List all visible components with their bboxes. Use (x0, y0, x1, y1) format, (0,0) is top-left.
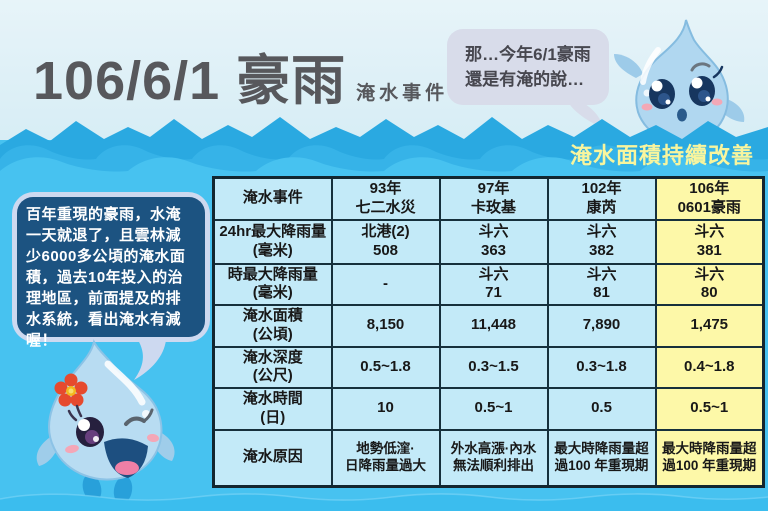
col-header-93: 93年 七二水災 (330, 176, 441, 221)
sad-water-drop-mascot (614, 19, 745, 158)
sad-mascot-cheek (641, 103, 653, 111)
bottom-wave (0, 493, 768, 511)
flood-comparison-table: 淹水事件 93年 七二水災 97年 卡玫基 102年 康芮 106年 0601豪… (212, 176, 765, 488)
row-label-flood-depth: 淹水深度 (公尺) (212, 345, 333, 389)
sad-mascot-eyes (649, 62, 724, 109)
narration-bubble-tail-icon (134, 340, 166, 380)
table-cell: 外水高漲·內水 無法順利排出 (438, 428, 549, 488)
speech-bubble-text: 那…今年6/1豪雨 還是有淹的說… (465, 44, 591, 90)
table-cell: 最大時降雨量超 過100 年重現期 (654, 428, 765, 488)
col-header-106: 106年 0601豪雨 (654, 176, 765, 221)
narration-text: 百年重現的豪雨，水淹一天就退了，且雲林減少6000多公頃的淹水面積，過去10年投… (26, 206, 186, 349)
table-cell: 0.4~1.8 (654, 345, 765, 389)
row-label-flood-area: 淹水面積 (公頃) (212, 304, 333, 348)
table-cell: 最大時降雨量超 過100 年重現期 (546, 428, 657, 488)
table-row: 24hr最大降雨量 (毫米) 北港(2) 508 斗六 363 斗六 382 斗… (212, 218, 765, 265)
table-cell: 11,448 (438, 304, 549, 348)
table-cell: 斗六 382 (546, 218, 657, 265)
table-cell: 斗六 81 (546, 262, 657, 306)
narration-bubble-inner: 百年重現的豪雨，水淹一天就退了，且雲林減少6000多公頃的淹水面積，過去10年投… (17, 197, 205, 349)
table-cell: 0.5~1 (438, 387, 549, 431)
table-cell: 北港(2) 508 (330, 218, 441, 265)
corner-header: 淹水事件 (212, 176, 333, 221)
table-cell: 地勢低漥· 日降雨量過大 (330, 428, 441, 488)
speech-bubble-tail-icon (567, 100, 603, 128)
row-label-24hr-rain: 24hr最大降雨量 (毫米) (212, 218, 333, 265)
table-cell: 1,475 (654, 304, 765, 348)
table-cell: 斗六 363 (438, 218, 549, 265)
table-cell: 0.5 (546, 387, 657, 431)
happy-mascot-eyes (67, 404, 154, 447)
col-header-97: 97年 卡玫基 (438, 176, 549, 221)
table-cell: 8,150 (330, 304, 441, 348)
flower-icon (54, 373, 88, 407)
row-label-hourly-rain: 時最大降雨量 (毫米) (212, 262, 333, 306)
page-title: 106/6/1 豪雨 (33, 51, 347, 111)
table-cell: 斗六 71 (438, 262, 549, 306)
title-block: 106/6/1 豪雨 淹水事件 (33, 36, 448, 115)
speech-bubble: 那…今年6/1豪雨 還是有淹的說… (447, 29, 609, 105)
table-row: 淹水原因 地勢低漥· 日降雨量過大 外水高漲·內水 無法順利排出 最大時降雨量超… (212, 428, 765, 488)
table-cell: - (330, 262, 441, 306)
improvement-banner: 淹水面積持續改善 (569, 143, 754, 168)
table-cell: 10 (330, 387, 441, 431)
table-cell: 0.5~1.8 (330, 345, 441, 389)
table-cell: 斗六 80 (654, 262, 765, 306)
sad-mascot-cheek (711, 98, 723, 106)
table-cell: 0.5~1 (654, 387, 765, 431)
table-cell: 斗六 381 (654, 218, 765, 265)
happy-mascot-mouth (104, 438, 148, 478)
happy-water-drop-mascot (36, 339, 175, 504)
table-header-row: 淹水事件 93年 七二水災 97年 卡玫基 102年 康芮 106年 0601豪… (212, 176, 765, 221)
sad-mascot-mouth (677, 108, 687, 122)
table-cell: 0.3~1.5 (438, 345, 549, 389)
narration-bubble: 百年重現的豪雨，水淹一天就退了，且雲林減少6000多公頃的淹水面積，過去10年投… (12, 192, 210, 349)
row-label-flood-duration: 淹水時間 (日) (212, 387, 333, 431)
table-cell: 7,890 (546, 304, 657, 348)
table-cell: 0.3~1.8 (546, 345, 657, 389)
happy-mascot-cheek (65, 444, 79, 454)
row-label-flood-cause: 淹水原因 (212, 428, 333, 488)
col-header-102: 102年 康芮 (546, 176, 657, 221)
page-subtitle: 淹水事件 (356, 83, 449, 104)
table-row: 淹水面積 (公頃) 8,150 11,448 7,890 1,475 (212, 304, 765, 348)
table-row: 淹水深度 (公尺) 0.5~1.8 0.3~1.5 0.3~1.8 0.4~1.… (212, 345, 765, 389)
happy-mascot-cheek (147, 433, 159, 443)
table-row: 淹水時間 (日) 10 0.5~1 0.5 0.5~1 (212, 387, 765, 431)
table-row: 時最大降雨量 (毫米) - 斗六 71 斗六 81 斗六 80 (212, 262, 765, 306)
